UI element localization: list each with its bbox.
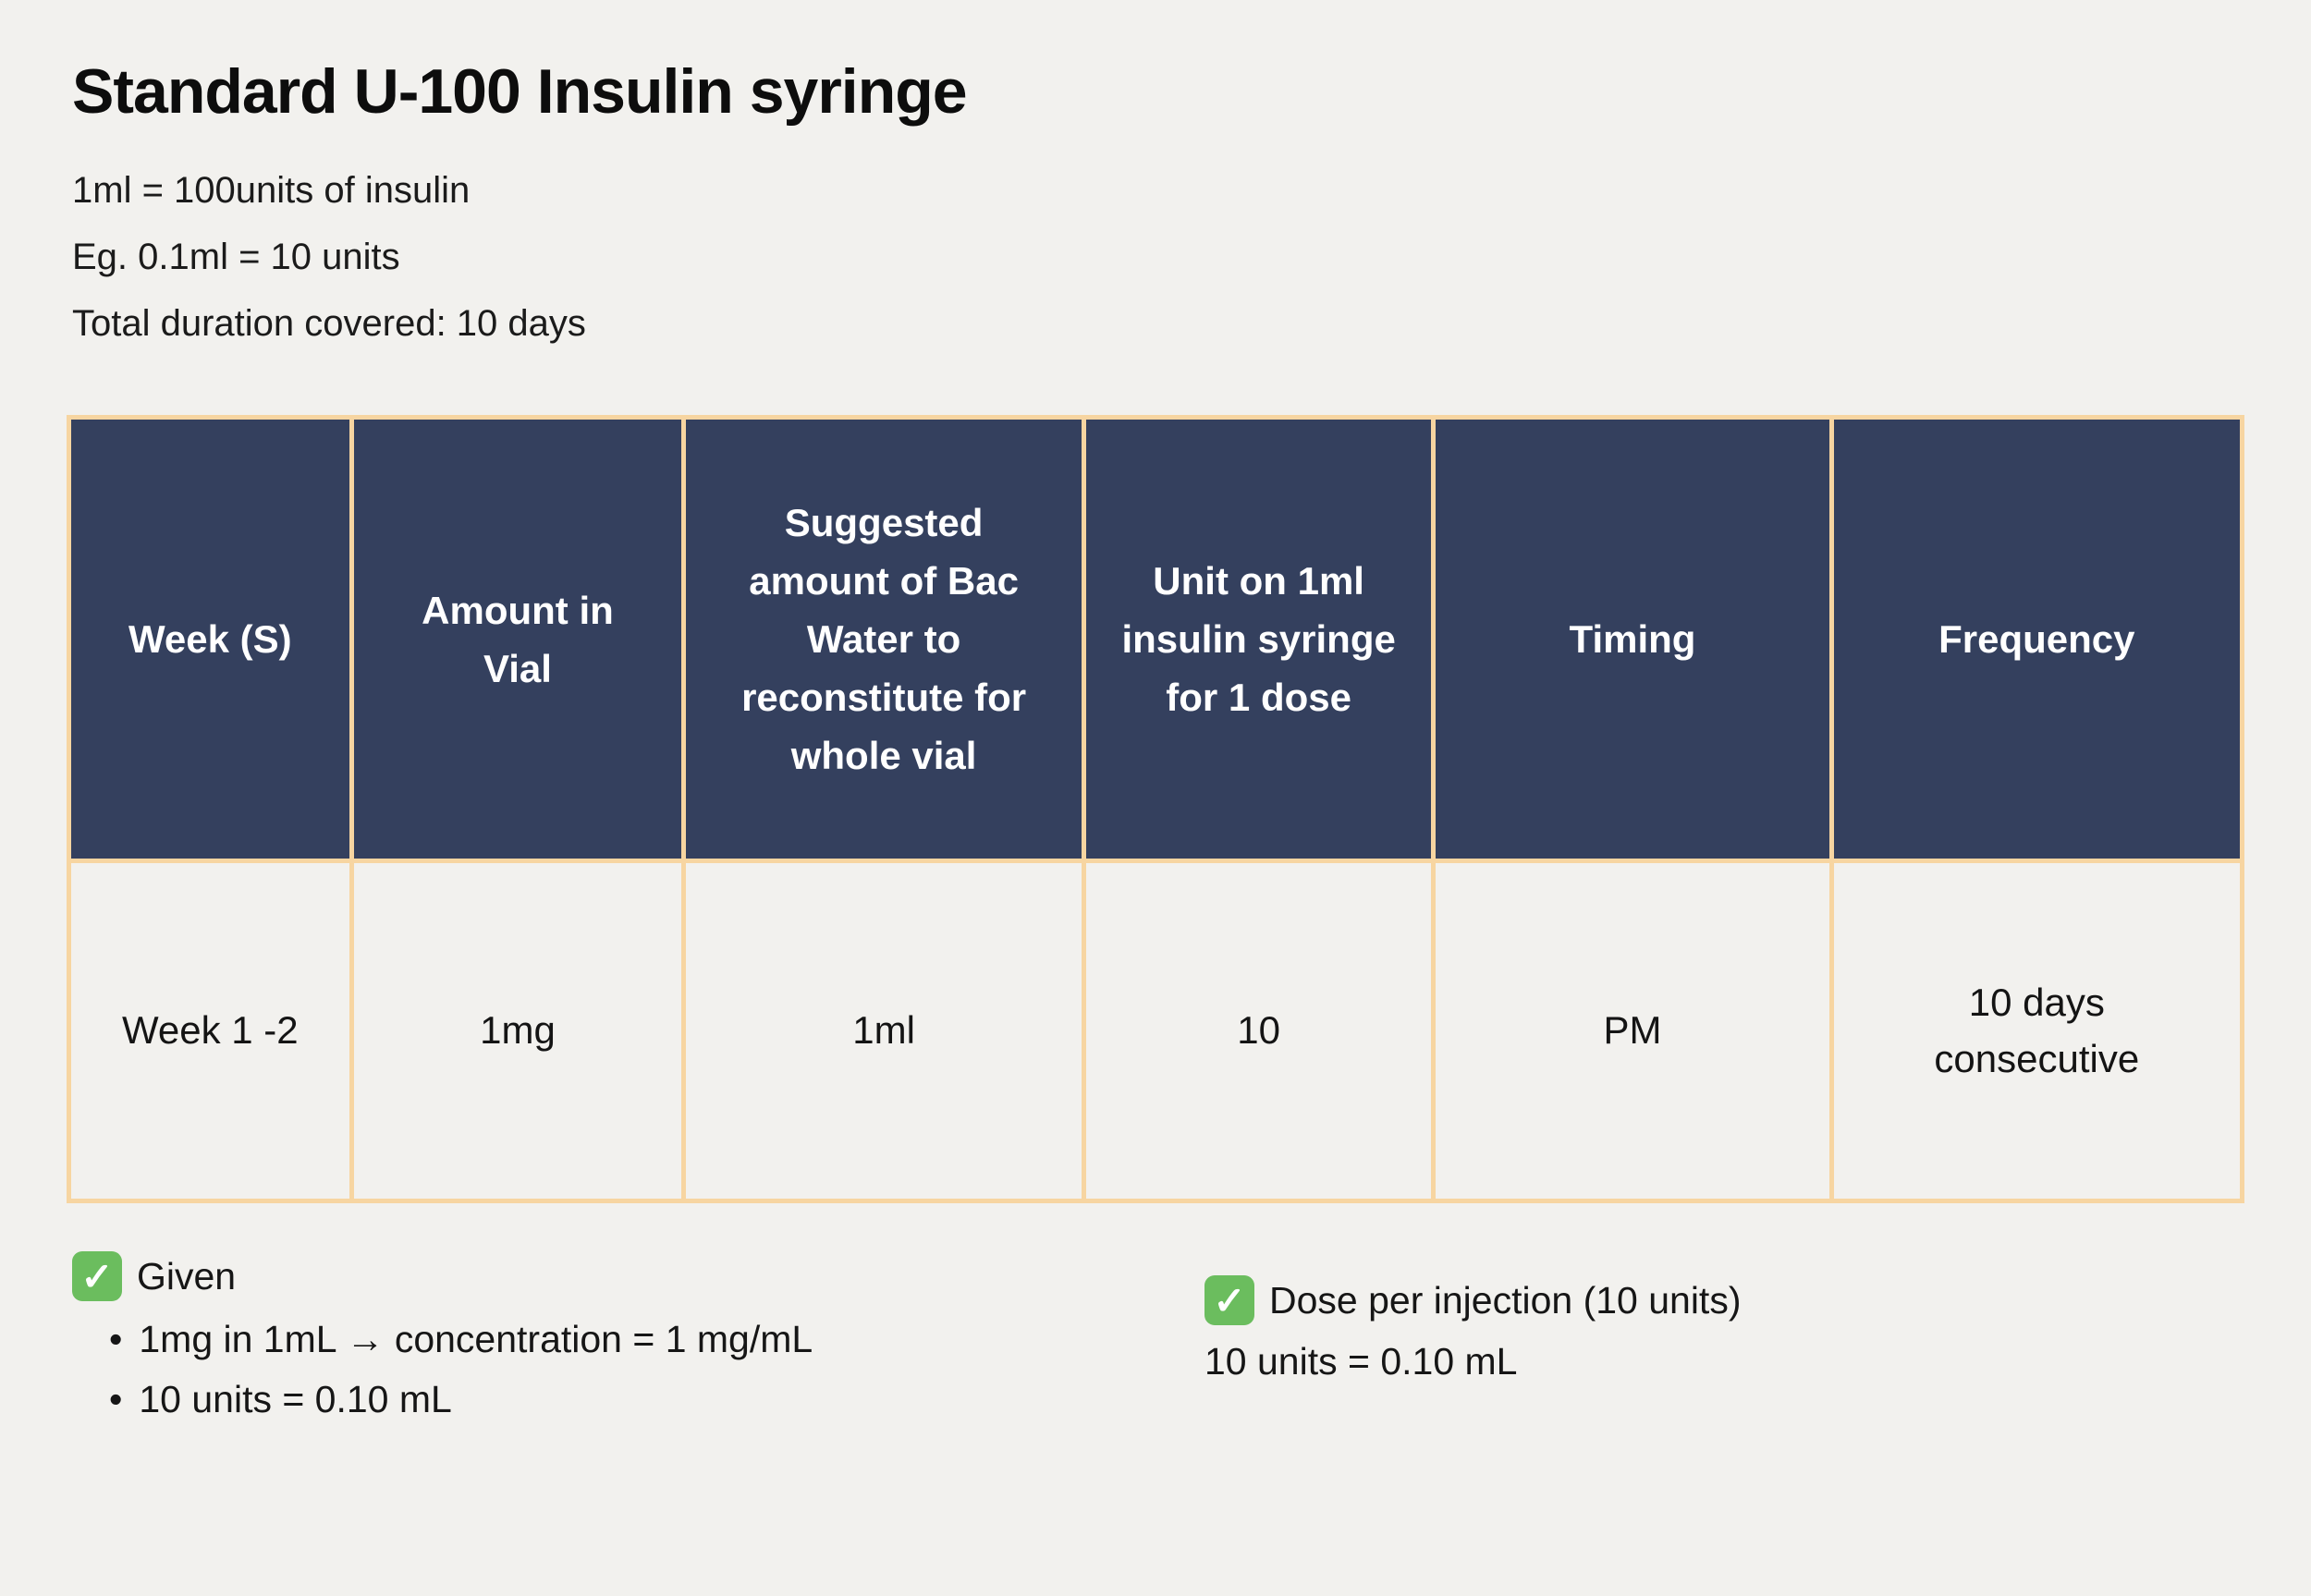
subtitle-line-duration: Total duration covered: 10 days (72, 303, 586, 344)
col-header-weeks: Week (S) (67, 415, 354, 863)
note-dose-detail: 10 units = 0.10 mL (1204, 1340, 1518, 1383)
cell-timing: PM (1431, 859, 1834, 1203)
cell-units-per-dose: 10 (1081, 859, 1437, 1203)
note-given-bullet-concentration: 1mg in 1mL → concentration = 1 mg/mL (109, 1318, 813, 1361)
note-dose: ✓ Dose per injection (10 units) 10 units… (1204, 1275, 1741, 1383)
note-given-title: ✓ Given (72, 1251, 813, 1301)
cell-frequency: 10 days consecutive (1828, 859, 2245, 1203)
col-header-frequency: Frequency (1828, 415, 2245, 863)
check-icon: ✓ (72, 1251, 122, 1301)
note-given: ✓ Given 1mg in 1mL → concentration = 1 m… (72, 1251, 813, 1438)
dosing-table: Week (S) Amount in Vial Suggested amount… (67, 415, 2245, 1203)
note-given-label: Given (137, 1254, 237, 1298)
cell-amount-in-vial: 1mg (348, 859, 687, 1203)
col-header-amount-in-vial: Amount in Vial (348, 415, 687, 863)
col-header-timing: Timing (1431, 415, 1834, 863)
subtitle-block: 1ml = 100units of insulin Eg. 0.1ml = 10… (72, 170, 2311, 345)
col-header-bac-water: Suggested amount of Bac Water to reconst… (681, 415, 1086, 863)
subtitle-line-ratio: 1ml = 100units of insulin (72, 170, 471, 211)
table-header-row: Week (S) Amount in Vial Suggested amount… (67, 415, 2245, 863)
table-row: Week 1 -2 1mg 1ml 10 PM 10 days consecut… (67, 859, 2245, 1203)
col-header-units-per-dose: Unit on 1ml insulin syringe for 1 dose (1081, 415, 1437, 863)
note-given-bullet-units: 10 units = 0.10 mL (109, 1378, 813, 1421)
page-title: Standard U-100 Insulin syringe (72, 56, 968, 127)
cell-weeks: Week 1 -2 (67, 859, 354, 1203)
subtitle-line-example: Eg. 0.1ml = 10 units (72, 237, 400, 277)
note-given-bullets: 1mg in 1mL → concentration = 1 mg/mL 10 … (109, 1318, 813, 1421)
cell-bac-water: 1ml (681, 859, 1086, 1203)
check-icon: ✓ (1204, 1275, 1254, 1325)
note-dose-label: Dose per injection (10 units) (1269, 1278, 1742, 1322)
page: Standard U-100 Insulin syringe 1ml = 100… (0, 55, 2311, 1596)
note-dose-title: ✓ Dose per injection (10 units) (1204, 1275, 1741, 1325)
